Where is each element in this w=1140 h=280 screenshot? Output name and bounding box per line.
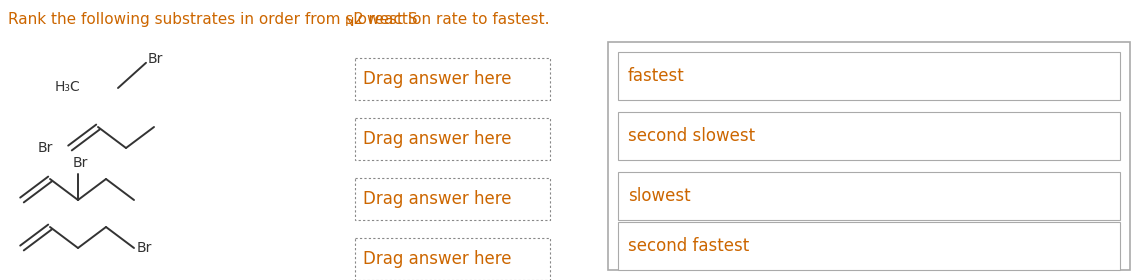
Bar <box>618 52 1119 100</box>
Bar <box>618 112 1119 160</box>
Bar <box>618 172 1119 220</box>
Text: Br: Br <box>73 156 89 170</box>
Text: 2 reaction rate to fastest.: 2 reaction rate to fastest. <box>355 12 549 27</box>
Text: fastest: fastest <box>628 67 685 85</box>
Text: second fastest: second fastest <box>628 237 749 255</box>
Text: Br: Br <box>148 52 163 66</box>
Bar <box>618 222 1119 270</box>
Text: Drag answer here: Drag answer here <box>363 250 512 268</box>
Text: Drag answer here: Drag answer here <box>363 70 512 88</box>
Text: Br: Br <box>137 241 153 255</box>
Bar <box>355 58 549 100</box>
Bar <box>608 42 1130 270</box>
Text: Rank the following substrates in order from slowest S: Rank the following substrates in order f… <box>8 12 417 27</box>
Text: Br: Br <box>38 141 54 155</box>
Text: second slowest: second slowest <box>628 127 755 145</box>
Text: slowest: slowest <box>628 187 691 205</box>
Text: N: N <box>345 16 355 29</box>
Text: Drag answer here: Drag answer here <box>363 130 512 148</box>
Text: Drag answer here: Drag answer here <box>363 190 512 208</box>
Bar <box>355 118 549 160</box>
Bar <box>355 178 549 220</box>
Bar <box>355 238 549 280</box>
Text: H₃C: H₃C <box>55 80 81 94</box>
